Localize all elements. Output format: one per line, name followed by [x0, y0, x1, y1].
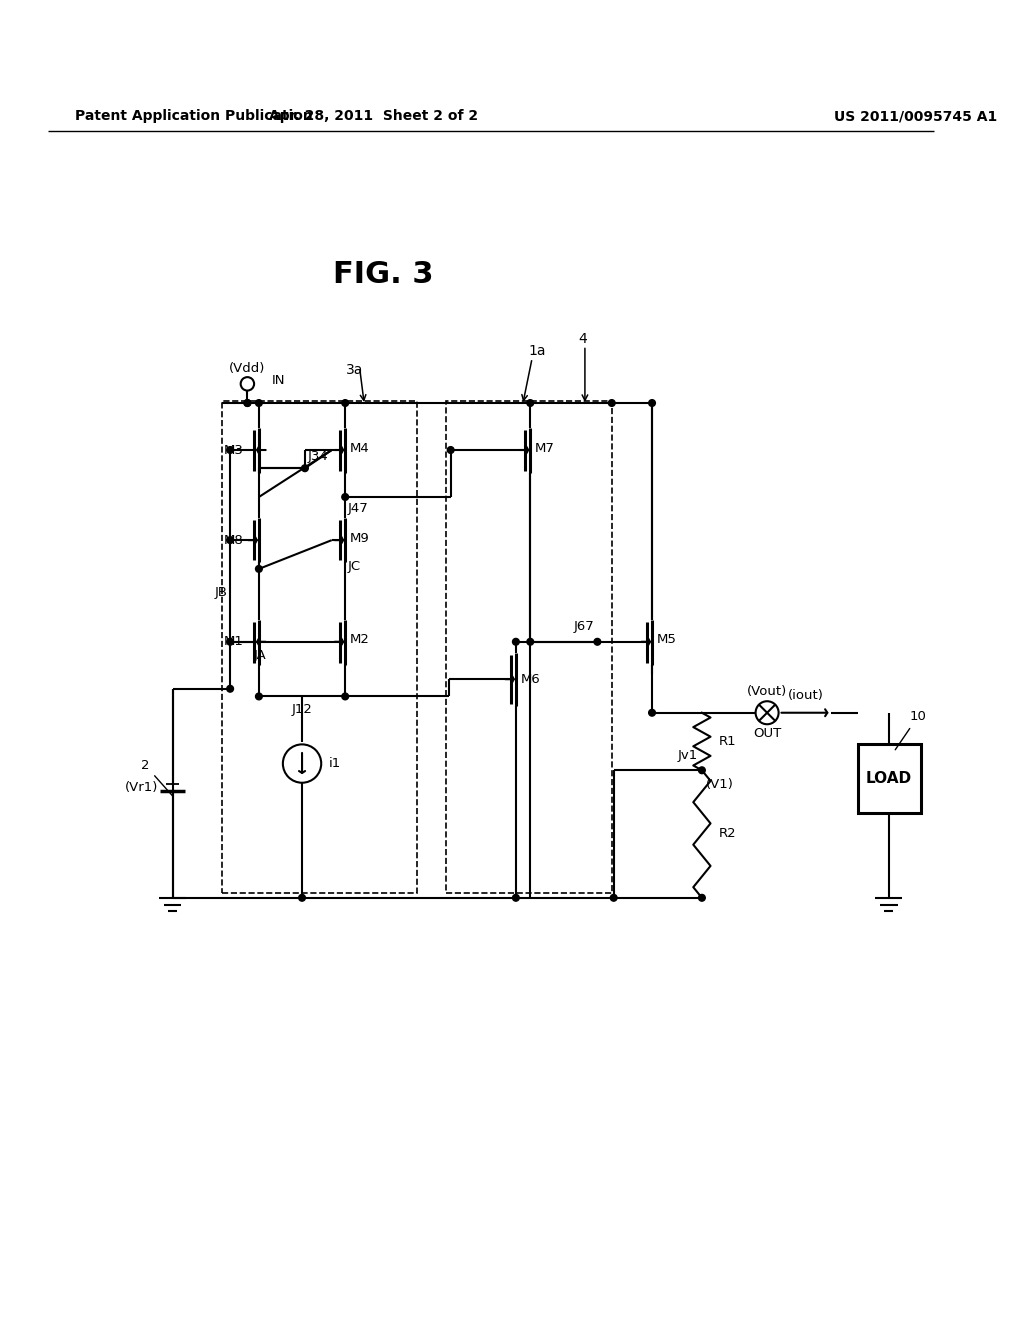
- Bar: [222, 401, 417, 894]
- Text: Jv1: Jv1: [678, 750, 698, 763]
- Circle shape: [226, 685, 233, 692]
- Text: J34: J34: [308, 450, 329, 463]
- Circle shape: [648, 400, 655, 407]
- Circle shape: [342, 494, 348, 500]
- Circle shape: [301, 465, 308, 471]
- Text: M2: M2: [350, 634, 370, 647]
- Circle shape: [698, 895, 706, 902]
- Text: (Vr1): (Vr1): [125, 781, 159, 795]
- Circle shape: [513, 639, 519, 645]
- Text: i1: i1: [329, 758, 341, 770]
- Circle shape: [342, 693, 348, 700]
- Circle shape: [256, 400, 262, 407]
- Text: JA: JA: [254, 648, 267, 661]
- Text: (Vdd): (Vdd): [229, 362, 265, 375]
- Text: 2: 2: [141, 759, 173, 796]
- Text: M9: M9: [350, 532, 370, 545]
- Text: M5: M5: [656, 634, 677, 647]
- Text: LOAD: LOAD: [866, 771, 912, 787]
- Bar: [445, 401, 611, 894]
- Text: J67: J67: [573, 620, 595, 632]
- Text: OUT: OUT: [753, 727, 781, 741]
- Text: M1: M1: [223, 635, 244, 648]
- Text: M7: M7: [536, 442, 555, 454]
- Text: (V1): (V1): [706, 779, 733, 791]
- Text: IN: IN: [271, 374, 285, 387]
- Circle shape: [256, 693, 262, 700]
- Text: 3a: 3a: [346, 363, 364, 378]
- Text: 10: 10: [895, 710, 926, 750]
- Text: J47: J47: [348, 502, 369, 515]
- Circle shape: [256, 565, 262, 573]
- Text: JC: JC: [348, 561, 361, 573]
- Text: J12: J12: [292, 704, 312, 717]
- Circle shape: [244, 400, 251, 407]
- Circle shape: [226, 639, 233, 645]
- Circle shape: [226, 537, 233, 544]
- Text: M6: M6: [520, 673, 541, 685]
- Circle shape: [447, 446, 454, 453]
- Circle shape: [608, 400, 615, 407]
- Text: 4: 4: [579, 331, 588, 346]
- Text: Patent Application Publication: Patent Application Publication: [75, 110, 312, 123]
- Text: US 2011/0095745 A1: US 2011/0095745 A1: [835, 110, 997, 123]
- Text: JB: JB: [214, 586, 227, 599]
- Circle shape: [648, 709, 655, 715]
- Text: R1: R1: [719, 735, 737, 748]
- Circle shape: [299, 895, 305, 902]
- Circle shape: [226, 446, 233, 453]
- Bar: [858, 744, 921, 813]
- Circle shape: [244, 400, 251, 407]
- Text: M8: M8: [224, 533, 244, 546]
- Text: (Vout): (Vout): [746, 685, 787, 698]
- Text: 1a: 1a: [528, 345, 546, 358]
- Text: FIG. 3: FIG. 3: [333, 260, 434, 289]
- Circle shape: [610, 895, 617, 902]
- Circle shape: [698, 767, 706, 774]
- Text: M3: M3: [223, 444, 244, 457]
- Text: M4: M4: [350, 442, 370, 454]
- Text: (iout): (iout): [787, 689, 823, 702]
- Circle shape: [527, 639, 534, 645]
- Text: R2: R2: [719, 828, 737, 840]
- Circle shape: [594, 639, 601, 645]
- Circle shape: [342, 400, 348, 407]
- Circle shape: [527, 400, 534, 407]
- Circle shape: [513, 895, 519, 902]
- Text: Apr. 28, 2011  Sheet 2 of 2: Apr. 28, 2011 Sheet 2 of 2: [269, 110, 478, 123]
